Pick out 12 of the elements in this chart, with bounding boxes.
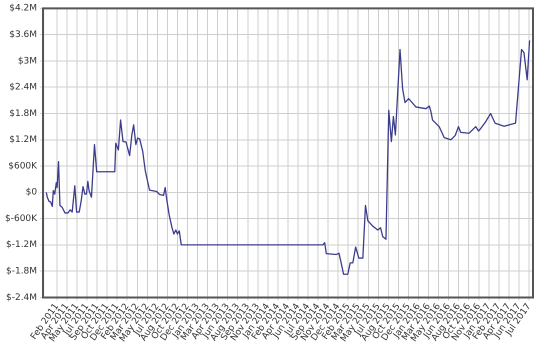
y-tick-label: $4.2M xyxy=(9,4,38,14)
y-tick-label: $-2.4M xyxy=(6,292,38,303)
y-tick-label: $600K xyxy=(8,161,38,172)
y-tick-label: $2.4M xyxy=(9,82,38,93)
y-tick-label: $-1.8M xyxy=(6,266,38,277)
y-tick-label: $1.2M xyxy=(9,135,38,146)
y-tick-label: $1.8M xyxy=(9,108,38,119)
y-tick-label: $-1.2M xyxy=(6,240,38,250)
y-tick-label: $3M xyxy=(18,56,38,66)
y-tick-label: $0 xyxy=(26,188,38,198)
y-tick-label: $-600K xyxy=(4,214,38,224)
y-tick-label: $3.6M xyxy=(9,30,38,40)
